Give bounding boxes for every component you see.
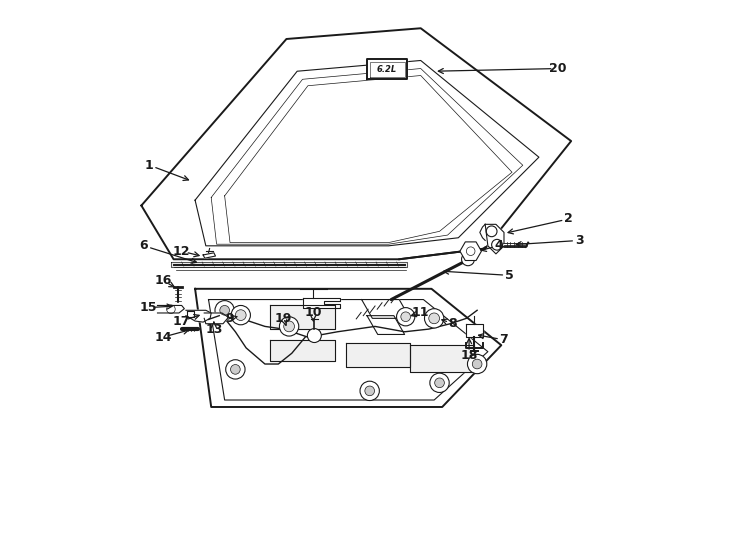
- Text: 7: 7: [500, 333, 509, 346]
- Circle shape: [468, 354, 487, 374]
- Polygon shape: [302, 298, 340, 308]
- Circle shape: [424, 309, 444, 328]
- Text: 1: 1: [145, 159, 154, 172]
- Text: 10: 10: [305, 307, 322, 320]
- Polygon shape: [362, 300, 410, 319]
- Circle shape: [231, 306, 250, 325]
- Text: 8: 8: [448, 317, 457, 330]
- Text: 13: 13: [206, 322, 222, 335]
- Circle shape: [284, 321, 294, 332]
- Text: 11: 11: [412, 307, 429, 320]
- Text: 16: 16: [154, 274, 172, 287]
- Text: 20: 20: [549, 62, 567, 75]
- Circle shape: [280, 317, 299, 336]
- Text: 9: 9: [225, 312, 234, 325]
- Circle shape: [308, 328, 321, 342]
- Text: 6.2L: 6.2L: [377, 65, 397, 73]
- Polygon shape: [158, 306, 184, 313]
- Polygon shape: [171, 262, 407, 267]
- Polygon shape: [270, 305, 335, 329]
- Polygon shape: [466, 323, 482, 337]
- Polygon shape: [203, 253, 216, 258]
- Text: 17: 17: [173, 314, 190, 328]
- Text: 19: 19: [275, 312, 292, 325]
- Circle shape: [236, 310, 246, 321]
- Circle shape: [230, 364, 240, 374]
- Polygon shape: [186, 310, 211, 322]
- Polygon shape: [346, 342, 410, 367]
- Polygon shape: [270, 340, 335, 361]
- Text: 2: 2: [564, 212, 573, 226]
- Polygon shape: [195, 289, 501, 407]
- Polygon shape: [142, 28, 571, 259]
- Circle shape: [472, 359, 482, 369]
- Polygon shape: [485, 224, 504, 254]
- Circle shape: [360, 381, 379, 401]
- Circle shape: [219, 306, 230, 315]
- Polygon shape: [204, 313, 228, 323]
- Text: 12: 12: [173, 245, 190, 258]
- Text: 5: 5: [505, 269, 514, 282]
- Circle shape: [365, 386, 374, 396]
- Text: 6: 6: [139, 239, 148, 252]
- Circle shape: [396, 308, 415, 326]
- Text: 4: 4: [494, 239, 503, 252]
- Text: 15: 15: [139, 301, 157, 314]
- Polygon shape: [367, 316, 404, 334]
- Polygon shape: [410, 345, 474, 372]
- Text: 18: 18: [460, 349, 478, 362]
- Circle shape: [215, 301, 234, 320]
- Circle shape: [401, 312, 410, 322]
- Circle shape: [435, 378, 444, 388]
- Circle shape: [462, 253, 474, 266]
- Circle shape: [429, 313, 440, 323]
- Polygon shape: [367, 59, 407, 79]
- Text: 3: 3: [575, 234, 584, 247]
- Circle shape: [430, 373, 449, 393]
- Text: 14: 14: [154, 330, 172, 343]
- Circle shape: [226, 360, 245, 379]
